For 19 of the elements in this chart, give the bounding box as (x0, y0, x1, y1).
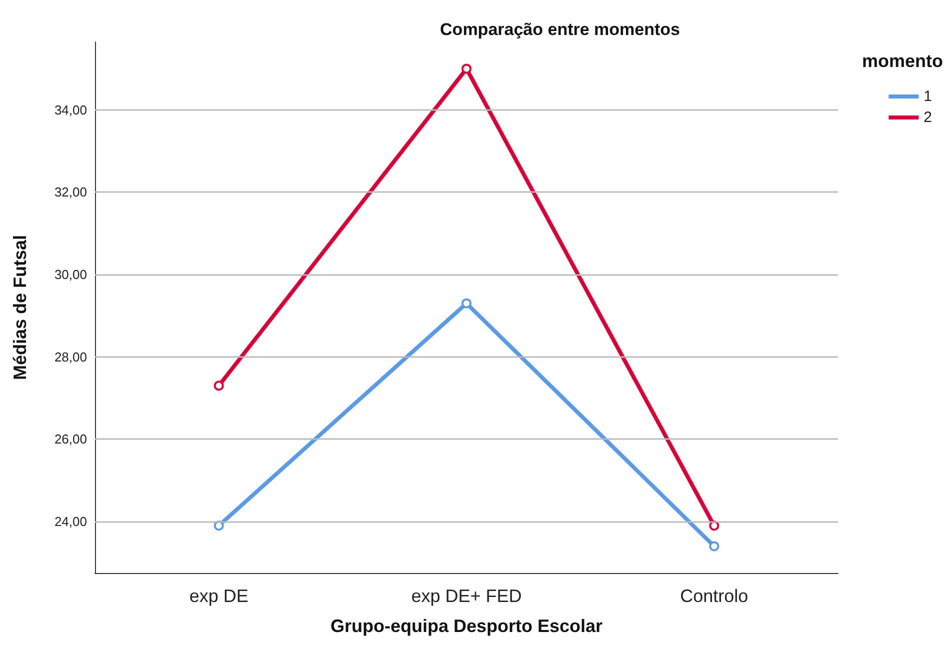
point (462, 64, 472, 74)
legend-label: 2 (924, 109, 932, 126)
x-tick-label: Controlo (680, 586, 748, 606)
x-tick-label: exp DE (189, 586, 248, 606)
y-tick-label: 24,00 (54, 514, 87, 530)
x-tick-label: exp DE+ FED (411, 586, 522, 606)
y-tick-label: 30,00 (54, 267, 87, 282)
point (709, 541, 720, 552)
legend-label: 1 (924, 88, 932, 105)
point (214, 380, 224, 391)
y-tick-label: 32,00 (54, 184, 87, 200)
x-axis-title: Grupo-equipa Desporto Escolar (330, 616, 603, 636)
y-axis-title: Médias de Futsal (10, 234, 30, 380)
y-tick-label: 26,00 (54, 432, 87, 447)
y-tick-label: 28,00 (54, 349, 87, 364)
chart-title: Comparação entre momentos (440, 20, 680, 39)
point (462, 298, 472, 308)
y-tick-label: 34,00 (54, 102, 87, 118)
legend-title: momento (862, 51, 944, 71)
